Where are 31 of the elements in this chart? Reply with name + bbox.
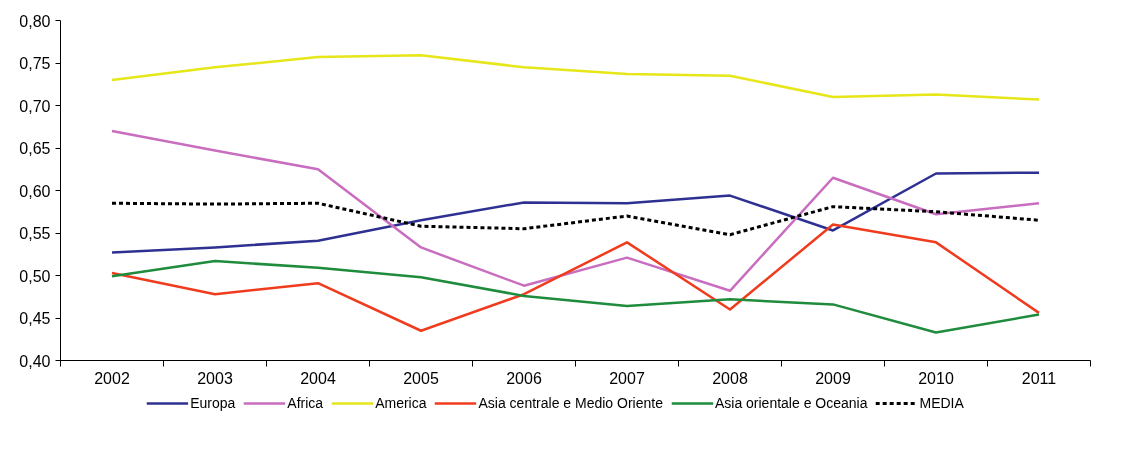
x-tick-label: 2005 [403, 369, 439, 387]
x-tick-label: 2011 [1021, 369, 1057, 387]
x-tick-label: 2006 [506, 369, 542, 387]
line-series [110, 129, 1041, 293]
y-tick-label: 0,80 [19, 12, 51, 30]
legend-label: Africa [287, 395, 324, 411]
y-tick-label: 0,60 [19, 182, 51, 200]
x-tick-label: 2008 [712, 369, 748, 387]
line-series [110, 171, 1041, 254]
y-tick-label: 0,50 [19, 267, 51, 285]
line-series [110, 223, 1041, 332]
legend-label: Asia centrale e Medio Oriente [478, 395, 663, 411]
x-tick-label: 2010 [918, 369, 954, 387]
legend-label: Europa [190, 395, 236, 411]
y-tick-label: 0,55 [19, 225, 51, 242]
y-tick-label: 0,65 [19, 140, 51, 157]
legend-label: Asia orientale e Oceania [714, 395, 868, 411]
y-tick-label: 0,70 [19, 97, 51, 115]
x-tick-label: 2002 [94, 369, 130, 387]
x-tick-label: 2003 [197, 369, 233, 387]
x-tick-label: 2004 [300, 369, 336, 387]
legend-label: America [375, 395, 427, 411]
y-tick-label: 0,75 [19, 55, 51, 72]
y-tick-label: 0,45 [19, 310, 51, 327]
line-series [110, 201, 1041, 237]
x-tick-label: 2009 [815, 369, 851, 387]
line-series [110, 54, 1041, 101]
y-tick-label: 0,40 [19, 352, 51, 370]
x-tick-label: 2007 [609, 369, 645, 387]
line-series [110, 259, 1041, 334]
legend-label: MEDIA [919, 395, 964, 411]
